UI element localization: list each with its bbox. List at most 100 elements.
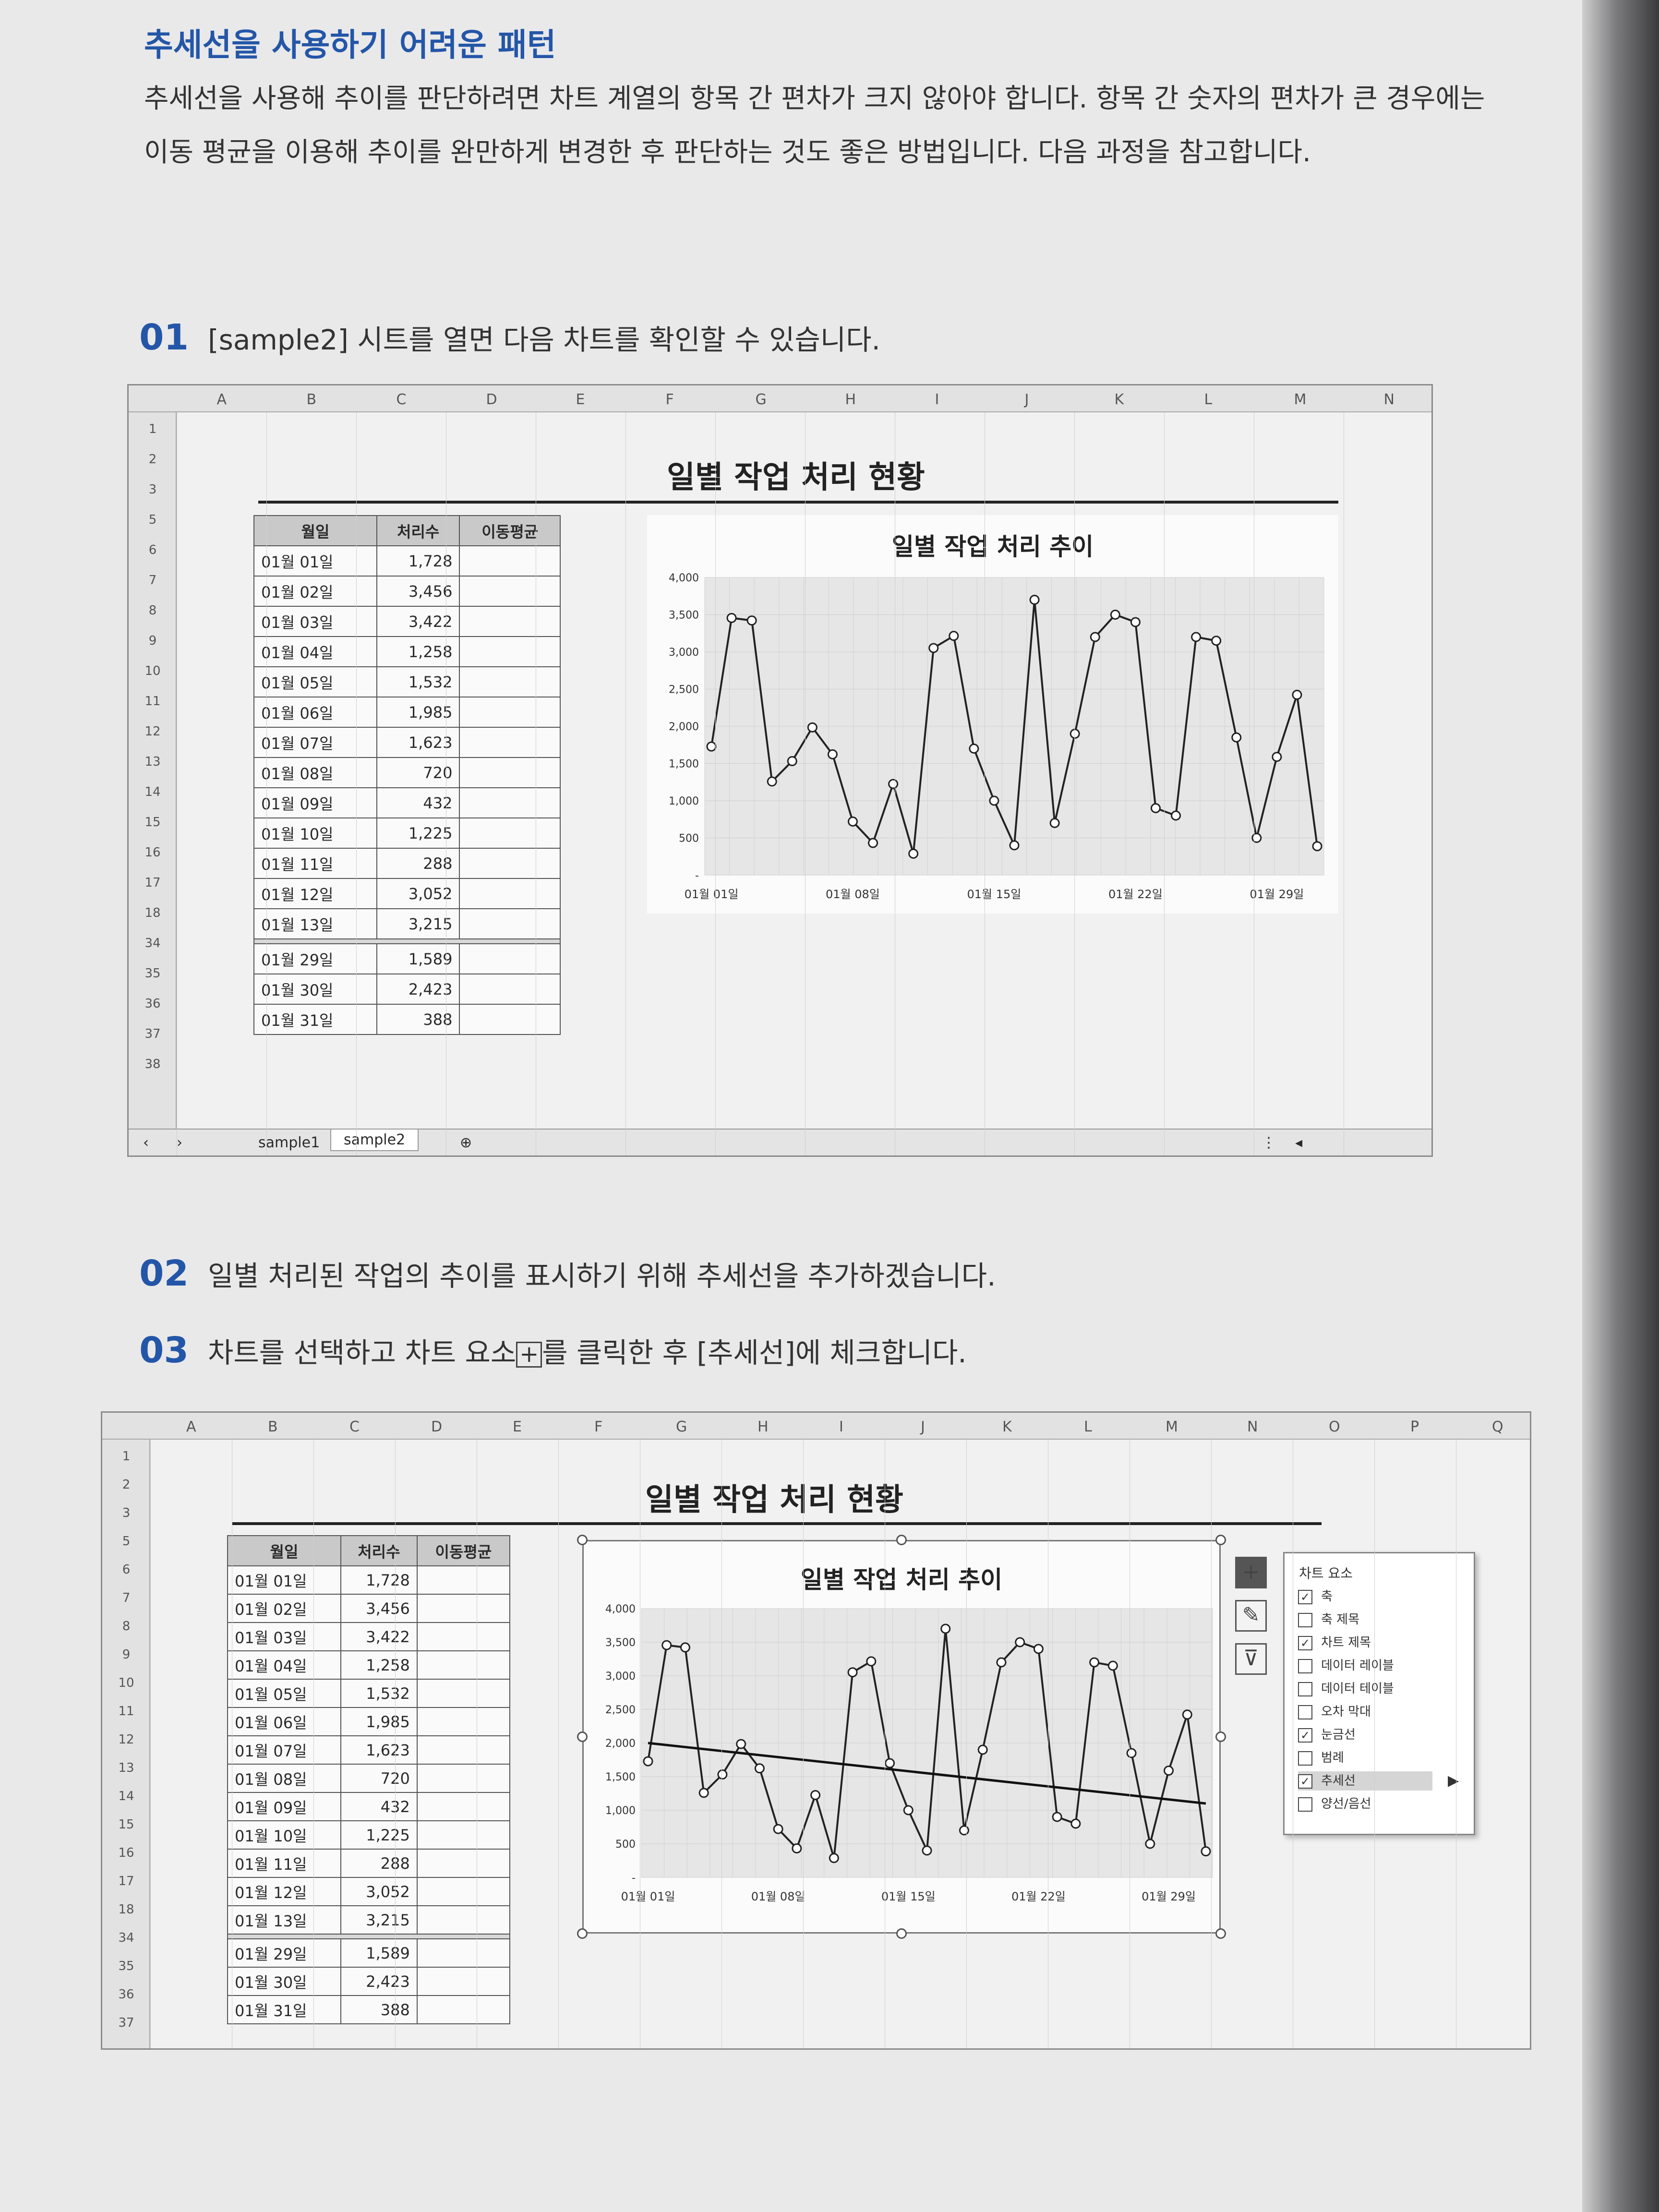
checkbox[interactable] bbox=[1298, 1751, 1312, 1766]
average-cell[interactable] bbox=[459, 848, 561, 879]
date-cell[interactable]: 01월 11일 bbox=[227, 1849, 341, 1878]
date-cell[interactable]: 01월 01일 bbox=[227, 1565, 341, 1595]
average-cell[interactable] bbox=[416, 1622, 511, 1651]
date-cell[interactable]: 01월 12일 bbox=[227, 1877, 341, 1906]
checkbox[interactable]: ✓ bbox=[1298, 1728, 1312, 1743]
column-label[interactable]: H bbox=[757, 1419, 769, 1435]
row-label[interactable]: 18 bbox=[144, 906, 161, 920]
count-cell[interactable]: 1,985 bbox=[340, 1707, 418, 1736]
date-cell[interactable]: 01월 10일 bbox=[227, 1820, 341, 1850]
average-cell[interactable] bbox=[416, 1792, 511, 1821]
count-cell[interactable]: 1,258 bbox=[340, 1650, 418, 1680]
row-label[interactable]: 15 bbox=[144, 815, 161, 830]
date-cell[interactable]: 01월 06일 bbox=[253, 697, 377, 728]
row-label[interactable]: 8 bbox=[122, 1619, 131, 1634]
row-label[interactable]: 2 bbox=[148, 452, 157, 467]
average-cell[interactable] bbox=[416, 1820, 511, 1850]
column-label[interactable]: N bbox=[1383, 391, 1395, 408]
row-label[interactable]: 38 bbox=[144, 1057, 161, 1071]
count-cell[interactable]: 1,623 bbox=[340, 1735, 418, 1765]
count-cell[interactable]: 2,423 bbox=[340, 1967, 418, 1996]
date-cell[interactable]: 01월 05일 bbox=[227, 1679, 341, 1708]
row-label[interactable]: 10 bbox=[144, 664, 161, 678]
count-cell[interactable]: 3,422 bbox=[340, 1622, 418, 1651]
date-cell[interactable]: 01월 09일 bbox=[253, 787, 377, 818]
date-cell[interactable]: 01월 11일 bbox=[253, 848, 377, 879]
average-cell[interactable] bbox=[416, 1849, 511, 1878]
date-cell[interactable]: 01월 05일 bbox=[253, 666, 377, 697]
submenu-arrow-icon[interactable]: ▶ bbox=[1448, 1772, 1459, 1789]
chart-styles-icon[interactable]: ✎ bbox=[1235, 1600, 1267, 1632]
row-label[interactable]: 16 bbox=[144, 845, 161, 860]
date-cell[interactable]: 01월 31일 bbox=[227, 1995, 341, 2024]
checkbox[interactable] bbox=[1298, 1682, 1312, 1696]
row-label[interactable]: 14 bbox=[118, 1789, 134, 1803]
count-cell[interactable]: 1,589 bbox=[376, 943, 460, 974]
column-label[interactable]: L bbox=[1204, 391, 1213, 408]
date-cell[interactable]: 01월 08일 bbox=[253, 757, 377, 788]
column-label[interactable]: L bbox=[1084, 1419, 1092, 1435]
resize-handle[interactable] bbox=[1215, 1535, 1226, 1545]
row-label[interactable]: 36 bbox=[118, 1987, 134, 2002]
chart-element-option[interactable]: ✓ 차트 제목 bbox=[1298, 1633, 1371, 1652]
date-cell[interactable]: 01월 10일 bbox=[253, 817, 377, 849]
header-count[interactable]: 처리수 bbox=[340, 1535, 418, 1566]
checkbox[interactable]: ✓ bbox=[1298, 1635, 1312, 1650]
row-label[interactable]: 7 bbox=[122, 1591, 131, 1605]
column-label[interactable]: F bbox=[594, 1419, 603, 1435]
average-cell[interactable] bbox=[416, 1565, 511, 1595]
column-label[interactable]: I bbox=[839, 1419, 843, 1435]
average-cell[interactable] bbox=[416, 1995, 511, 2024]
date-cell[interactable]: 01월 07일 bbox=[227, 1735, 341, 1765]
chart-element-option[interactable]: 데이터 테이블 bbox=[1298, 1679, 1394, 1698]
average-cell[interactable] bbox=[459, 974, 561, 1005]
column-label[interactable]: A bbox=[186, 1419, 196, 1435]
row-label[interactable]: 35 bbox=[144, 966, 161, 981]
resize-handle[interactable] bbox=[896, 1928, 907, 1939]
date-cell[interactable]: 01월 01일 bbox=[253, 545, 377, 577]
checkbox[interactable] bbox=[1298, 1797, 1312, 1812]
column-label[interactable]: E bbox=[576, 391, 585, 408]
checkbox[interactable] bbox=[1298, 1705, 1312, 1719]
column-label[interactable]: D bbox=[431, 1419, 443, 1435]
date-cell[interactable]: 01월 09일 bbox=[227, 1792, 341, 1821]
count-cell[interactable]: 720 bbox=[340, 1764, 418, 1793]
row-label[interactable]: 37 bbox=[118, 2016, 134, 2030]
row-label[interactable]: 34 bbox=[118, 1931, 134, 1945]
header-date[interactable]: 월일 bbox=[253, 515, 377, 546]
date-cell[interactable]: 01월 04일 bbox=[227, 1650, 341, 1680]
column-label[interactable]: K bbox=[1114, 391, 1124, 408]
column-label[interactable]: B bbox=[268, 1419, 278, 1435]
count-cell[interactable]: 1,225 bbox=[376, 817, 460, 849]
count-cell[interactable]: 388 bbox=[340, 1995, 418, 2024]
column-label[interactable]: M bbox=[1294, 391, 1307, 408]
column-label[interactable]: D bbox=[486, 391, 497, 408]
header-date[interactable]: 월일 bbox=[227, 1535, 341, 1566]
average-cell[interactable] bbox=[459, 787, 561, 818]
average-cell[interactable] bbox=[416, 1594, 511, 1623]
row-label[interactable]: 9 bbox=[122, 1647, 131, 1662]
average-cell[interactable] bbox=[416, 1764, 511, 1793]
column-label[interactable]: O bbox=[1329, 1419, 1340, 1435]
row-label[interactable]: 1 bbox=[148, 422, 157, 436]
average-cell[interactable] bbox=[416, 1905, 511, 1935]
column-label[interactable]: Q bbox=[1492, 1419, 1503, 1435]
resize-handle[interactable] bbox=[1215, 1731, 1226, 1742]
date-cell[interactable]: 01월 04일 bbox=[253, 636, 377, 667]
average-cell[interactable] bbox=[416, 1877, 511, 1906]
resize-handle[interactable] bbox=[896, 1535, 907, 1545]
row-label[interactable]: 13 bbox=[118, 1761, 134, 1775]
date-cell[interactable]: 01월 03일 bbox=[253, 606, 377, 637]
column-label[interactable]: J bbox=[921, 1419, 925, 1435]
chart-filters-icon[interactable]: ⊽ bbox=[1235, 1643, 1267, 1675]
chart-element-option[interactable]: 범례 bbox=[1298, 1748, 1344, 1767]
resize-handle[interactable] bbox=[577, 1731, 588, 1742]
column-label[interactable]: A bbox=[216, 391, 227, 408]
row-label[interactable]: 17 bbox=[144, 876, 161, 890]
chart-element-option[interactable]: 축 제목 bbox=[1298, 1610, 1359, 1629]
count-cell[interactable]: 3,456 bbox=[376, 576, 460, 607]
count-cell[interactable]: 3,456 bbox=[340, 1594, 418, 1623]
row-label[interactable]: 34 bbox=[144, 936, 161, 950]
average-cell[interactable] bbox=[416, 1650, 511, 1680]
row-label[interactable]: 36 bbox=[144, 997, 161, 1011]
